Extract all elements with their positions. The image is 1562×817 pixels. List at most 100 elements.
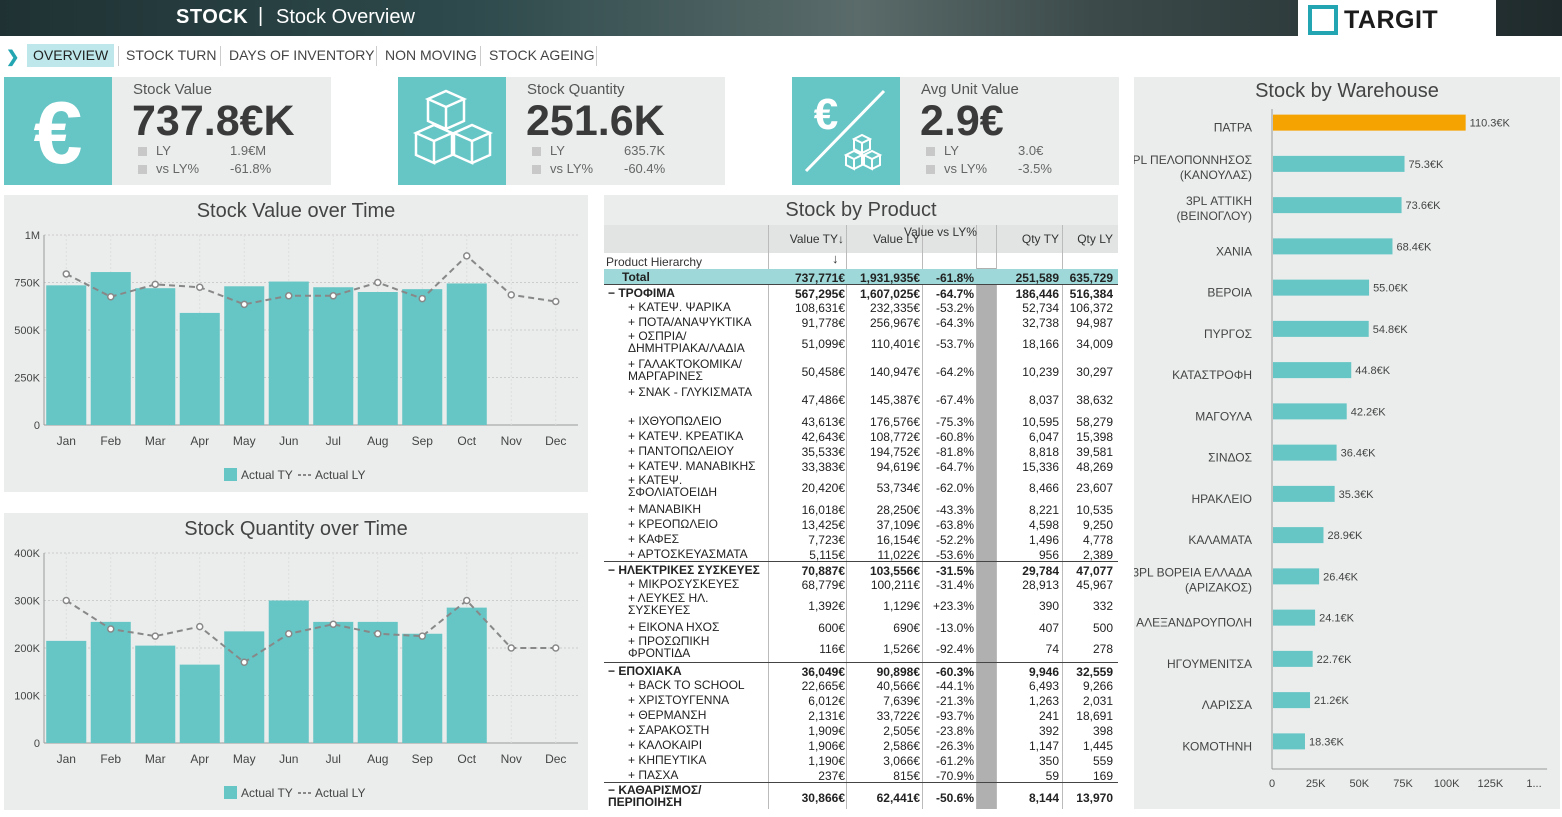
ly-point bbox=[151, 280, 159, 289]
table-row[interactable]: + ΣΑΡΑΚΟΣΤΗ 1,909€ 2,505€ -23.8% 392 398 bbox=[604, 722, 1118, 738]
table-cell: 1,263 bbox=[1028, 694, 1059, 708]
table-cell: 8,037 bbox=[1028, 393, 1059, 407]
table-row[interactable]: + ΚΑΦΕΣ 7,723€ 16,154€ -52.2% 1,496 4,778 bbox=[604, 531, 1118, 547]
logo-text: TARGIT bbox=[1344, 6, 1439, 34]
table-row[interactable]: + ΘΕΡΜΑΝΣΗ 2,131€ 33,722€ -93.7% 241 18,691 bbox=[604, 707, 1118, 723]
svg-text:€: € bbox=[814, 90, 838, 139]
table-header bbox=[604, 225, 1118, 253]
tab-days-of-inventory[interactable]: DAYS OF INVENTORY bbox=[223, 44, 380, 67]
stock-by-product-table[interactable]: Stock by Product Product Hierarchy Value… bbox=[604, 195, 1118, 809]
ly-series-line bbox=[65, 599, 556, 664]
tab-stock-ageing[interactable]: STOCK AGEING bbox=[483, 44, 601, 67]
column-divider bbox=[1062, 225, 1063, 809]
table-row[interactable]: − ΤΡΟΦΙΜΑ 567,295€ 1,607,025€ -64.7% 186,446… bbox=[604, 284, 1118, 301]
bar bbox=[313, 287, 354, 425]
table-cell: 10,239 bbox=[1022, 365, 1059, 379]
table-cell: 15,398 bbox=[1076, 430, 1113, 444]
sort-arrow-icon[interactable]: ↓ bbox=[832, 251, 839, 266]
x-tick-label: Mar bbox=[145, 752, 166, 766]
table-row[interactable]: − ΕΠΟΧΙΑΚΑ 36,049€ 90,898€ -60.3% 9,946 32,55… bbox=[604, 662, 1118, 679]
row-label: + ΚΑΤΕΨ. ΣΦΟΛΙΑΤΟΕΙΔΗ bbox=[628, 473, 718, 499]
table-row[interactable]: + ΚΑΤΕΨ. ΚΡΕΑΤΙΚΑ 42,643€ 108,772€ -60.8% 6,… bbox=[604, 428, 1118, 444]
bar bbox=[179, 664, 220, 743]
tab-overview[interactable]: OVERVIEW bbox=[27, 44, 115, 67]
column-header[interactable]: Value TY↓ bbox=[789, 232, 844, 246]
table-cell: 70,887€ bbox=[801, 564, 845, 578]
table-row[interactable]: − ΗΛΕΚΤΡΙΚΕΣ ΣΥΣΚΕΥΕΣ 70,887€ 103,556€ -31.… bbox=[604, 561, 1118, 578]
tab-non-moving[interactable]: NON MOVING bbox=[379, 44, 483, 67]
table-row[interactable]: + ΕΙΚΟΝΑ ΗΧΟΣ 600€ 690€ -13.0% 407 500 bbox=[604, 619, 1118, 635]
category-label: ΠΑΤΡΑ bbox=[1214, 121, 1252, 135]
bar bbox=[1273, 238, 1393, 255]
y-tick-label: 250K bbox=[14, 373, 40, 385]
table-cell: 62,441€ bbox=[876, 791, 920, 805]
table-cell: 34,009 bbox=[1076, 337, 1113, 351]
table-row[interactable]: + ΚΗΠΕΥΤΙΚΑ 1,190€ 3,066€ -61.2% 350 559 bbox=[604, 752, 1118, 768]
ly-point bbox=[285, 292, 293, 300]
table-row[interactable]: + ΚΑΤΕΨ. ΨΑΡΙΚΑ 108,631€ 232,335€ -53.2% 52,… bbox=[604, 299, 1118, 315]
bar bbox=[1273, 733, 1305, 750]
table-cell: 2,131€ bbox=[808, 709, 845, 723]
table-cell: -61.2% bbox=[935, 754, 974, 768]
tab-label: STOCK TURN bbox=[126, 47, 217, 63]
table-row[interactable]: + ΜΑΝΑΒΙΚΗ 16,018€ 28,250€ -43.3% 8,221 10,53… bbox=[604, 501, 1118, 517]
table-row[interactable]: + ΚΑΛΟΚΑΙΡΙ 1,906€ 2,586€ -26.3% 1,147 1,445 bbox=[604, 737, 1118, 753]
table-row[interactable]: + ΚΑΤΕΨ. ΜΑΝΑΒΙΚΗΣ 33,383€ 94,619€ -64.7% 15… bbox=[604, 458, 1118, 474]
table-cell: -60.8% bbox=[935, 430, 974, 444]
stock-quantity-chart-panel: Stock Quantity over Time 0 100K 200K 300K 40… bbox=[4, 513, 588, 810]
table-row[interactable]: − ΚΑΘΑΡΙΣΜΟΣ/ ΠΕΡΙΠΟΙΗΣΗ 30,866€ 62,441€ -5… bbox=[604, 782, 1118, 809]
kpi-stock-quantity[interactable]: Stock Quantity 251.6K LY 635.7K vs LY% -… bbox=[398, 77, 725, 185]
table-cell: -21.3% bbox=[935, 694, 974, 708]
stock-quantity-chart[interactable]: 0 100K 200K 300K 400K Jan Feb Mar Apr May Jun Jul Au… bbox=[4, 513, 588, 810]
table-cell: 30,866€ bbox=[801, 791, 845, 805]
table-cell: 110,401€ bbox=[870, 337, 920, 351]
column-header[interactable]: Value LY bbox=[873, 232, 920, 246]
table-cell: 169 bbox=[1092, 769, 1113, 783]
column-header[interactable]: Qty TY bbox=[1021, 232, 1059, 246]
x-tick-label: May bbox=[233, 752, 256, 766]
table-cell: 59 bbox=[1045, 769, 1059, 783]
kpi-stock-value[interactable]: € Stock Value 737.8€K LY 1.9€M vs LY% -6… bbox=[4, 77, 331, 185]
table-row[interactable]: + ΚΡΕΟΠΩΛΕΙΟ 13,425€ 37,109€ -63.8% 4,598 9,2… bbox=[604, 516, 1118, 532]
table-row[interactable]: + ΜΙΚΡΟΣΥΣΚΕΥΕΣ 68,779€ 100,211€ -31.4% 28,9… bbox=[604, 576, 1118, 592]
table-row[interactable]: + ΠΟΤΑ/ΑΝΑΨΥΚΤΙΚΑ 91,778€ 256,967€ -64.3% 32… bbox=[604, 314, 1118, 330]
table-row[interactable]: + ΠΑΝΤΟΠΩΛΕΙΟΥ 35,533€ 194,752€ -81.8% 8,818… bbox=[604, 443, 1118, 459]
table-cell: -26.3% bbox=[935, 739, 974, 753]
table-row[interactable]: + ΚΑΤΕΨ. ΣΦΟΛΙΑΤΟΕΙΔΗ 20,420€ 53,734€ -62.0… bbox=[604, 473, 1118, 501]
table-row[interactable]: + ΧΡΙΣΤΟΥΓΕΝΝΑ 6,012€ 7,639€ -21.3% 1,263 2,0… bbox=[604, 692, 1118, 708]
total-row[interactable]: Total 737,771€ 1,931,935€ -61.8% 251,589 635,… bbox=[604, 269, 1118, 285]
chart-title: Stock Value over Time bbox=[196, 200, 396, 222]
table-row[interactable]: + BACK TO SCHOOL 22,665€ 40,566€ -44.1% 6,49… bbox=[604, 677, 1118, 693]
column-header[interactable]: Qty LY bbox=[1077, 232, 1113, 246]
table-row[interactable]: + ΓΑΛΑΚΤΟΚΟΜΙΚΑ/ ΜΑΡΓΑΡΙΝΕΣ 50,458€ 140,94… bbox=[604, 357, 1118, 385]
table-cell: 232,335€ bbox=[869, 301, 920, 315]
bar bbox=[1273, 527, 1324, 544]
table-row[interactable]: + ΟΣΠΡΙΑ/ ΔΗΜΗΤΡΙΑΚΑ/ΛΑΔΙΑ 51,099€ 110,401… bbox=[604, 329, 1118, 357]
table-row[interactable]: + ΑΡΤΟΣΚΕΥΑΣΜΑΤΑ 5,115€ 11,022€ -53.6% 956 2,… bbox=[604, 546, 1118, 562]
table-row[interactable]: + ΣΝΑΚ - ΓΛΥΚΙΣΜΑΤΑ 47,486€ 145,387€ -67.4%… bbox=[604, 385, 1118, 413]
table-cell: 1,526€ bbox=[883, 642, 920, 656]
table-row[interactable]: + ΙΧΘΥΟΠΩΛΕΙΟ 43,613€ 176,576€ -75.3% 10,595… bbox=[604, 413, 1118, 429]
table-cell: 43,613€ bbox=[801, 415, 845, 429]
table-cell: 10,535 bbox=[1076, 503, 1113, 517]
category-label: ΑΛΕΞΑΝΔΡΟΥΠΟΛΗ bbox=[1136, 616, 1252, 630]
ly-point bbox=[107, 293, 115, 301]
table-row[interactable]: + ΠΡΟΣΩΠΙΚΗ ΦΡΟΝΤΙΔΑ 116€ 1,526€ -92.4% 74 27… bbox=[604, 634, 1118, 662]
vs-marker bbox=[532, 165, 541, 174]
data-label: 26.4€K bbox=[1323, 571, 1359, 583]
x-tick-label: 1... bbox=[1526, 778, 1541, 790]
x-tick-label: Apr bbox=[190, 434, 209, 448]
stock-by-warehouse-chart[interactable]: 0 25K 50K 75K 100K 125K 1... 110.3€K ΠΑΤΡΑ 75.3€K… bbox=[1134, 77, 1560, 809]
row-label: − ΚΑΘΑΡΙΣΜΟΣ/ ΠΕΡΙΠΟΙΗΣΗ bbox=[608, 783, 702, 809]
tab-divider bbox=[596, 46, 597, 66]
column-header[interactable]: Value vs LY% bbox=[904, 225, 977, 239]
table-cell: 6,012€ bbox=[808, 694, 845, 708]
table-row[interactable]: + ΠΑΣΧΑ 237€ 815€ -70.9% 59 169 bbox=[604, 767, 1118, 783]
table-row[interactable]: + ΛΕΥΚΕΣ ΗΛ. ΣΥΣΚΕΥΕΣ 1,392€ 1,129€ +23.3% 3… bbox=[604, 591, 1118, 619]
tab-stock-turn[interactable]: STOCK TURN bbox=[120, 44, 223, 67]
table-cell: 39,581 bbox=[1076, 445, 1113, 459]
table-cell: -53.7% bbox=[935, 337, 974, 351]
nav-arrow-icon[interactable]: ❯ bbox=[6, 49, 20, 66]
kpi-avg-unit-value[interactable]: € Avg Unit Value 2.9€ LY 3.0€ vs LY% -3.… bbox=[792, 77, 1119, 185]
